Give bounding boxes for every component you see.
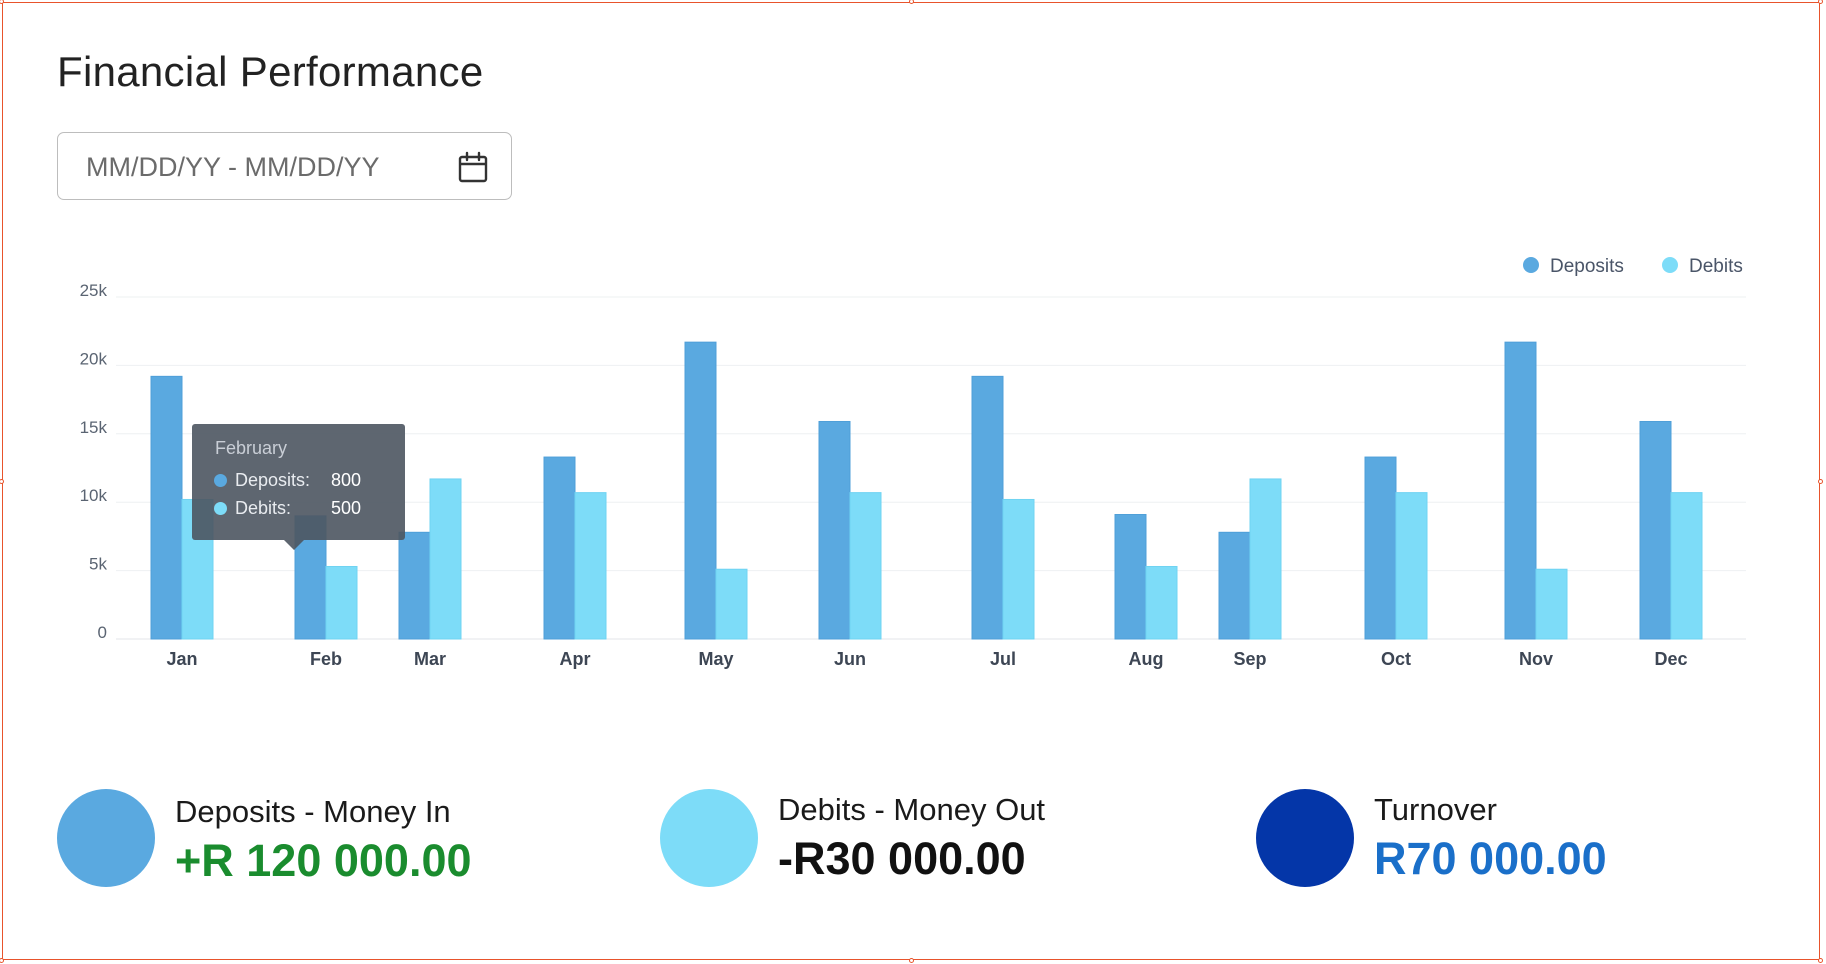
debits-bar-nov[interactable]: [1535, 568, 1568, 640]
deposits-bar-jan[interactable]: [150, 375, 183, 640]
deposits-circle-icon: [57, 789, 155, 887]
debits-circle-icon: [660, 789, 758, 887]
y-tick-label: 20k: [80, 349, 108, 368]
debits-bar-feb[interactable]: [325, 565, 358, 640]
tooltip-title: February: [215, 438, 288, 458]
legend-dot-icon[interactable]: [1662, 257, 1678, 273]
x-tick-label: Oct: [1381, 649, 1411, 669]
resize-handle-top-left[interactable]: [0, 0, 4, 4]
debits-bar-jun[interactable]: [849, 492, 882, 640]
resize-handle-bottom-left[interactable]: [0, 958, 4, 963]
chart-tooltip: February Deposits: 800 Debits: 500: [192, 424, 405, 550]
tooltip-value: 500: [331, 498, 362, 518]
y-tick-label: 5k: [89, 555, 107, 574]
x-tick-label: Feb: [310, 649, 342, 669]
x-tick-label: Dec: [1654, 649, 1687, 669]
deposits-bar-mar[interactable]: [398, 531, 431, 640]
tooltip-label: Deposits:: [235, 470, 311, 490]
deposits-bar-apr[interactable]: [543, 456, 576, 640]
debits-bar-sep[interactable]: [1249, 478, 1282, 640]
debits-bar-jul[interactable]: [1002, 498, 1035, 640]
x-tick-label: Nov: [1519, 649, 1553, 669]
legend-dot-icon[interactable]: [1523, 257, 1539, 273]
tooltip-label: Debits:: [235, 498, 292, 518]
resize-handle-right[interactable]: [1818, 479, 1823, 484]
summary-value: -R30 000.00: [778, 833, 1026, 884]
page-title: Financial Performance: [57, 48, 484, 95]
x-tick-label: Jul: [990, 649, 1016, 669]
x-tick-label: Apr: [560, 649, 591, 669]
deposits-bar-nov[interactable]: [1504, 341, 1537, 640]
summary-label: Deposits - Money In: [175, 794, 451, 829]
y-tick-label: 15k: [80, 418, 108, 437]
x-tick-label: Mar: [414, 649, 446, 669]
summary-value: R70 000.00: [1374, 833, 1607, 884]
deposits-bar-aug[interactable]: [1114, 514, 1147, 640]
date-range-field[interactable]: [57, 132, 512, 200]
tooltip-row-deposits: Deposits: 800: [214, 469, 361, 491]
legend-label[interactable]: Deposits: [1550, 256, 1624, 277]
tooltip-value: 800: [331, 470, 362, 490]
resize-handle-top[interactable]: [909, 0, 914, 4]
turnover-circle-icon: [1256, 789, 1354, 887]
debits-bar-apr[interactable]: [574, 492, 607, 640]
x-tick-label: May: [698, 649, 733, 669]
summary-value: +R 120 000.00: [175, 835, 472, 886]
date-range-input[interactable]: [84, 147, 428, 187]
y-tick-label: 10k: [80, 486, 108, 505]
deposits-bar-dec[interactable]: [1639, 420, 1672, 640]
deposits-bar-jul[interactable]: [971, 375, 1004, 640]
resize-handle-left[interactable]: [0, 479, 4, 484]
calendar-icon[interactable]: [455, 149, 491, 185]
y-tick-label: 0: [98, 623, 107, 642]
summary-label: Turnover: [1374, 792, 1497, 827]
x-tick-label: Jan: [166, 649, 197, 669]
debits-bar-dec[interactable]: [1670, 492, 1703, 640]
debits-bar-may[interactable]: [715, 568, 748, 640]
summary-label: Debits - Money Out: [778, 792, 1046, 827]
legend-label[interactable]: Debits: [1689, 256, 1743, 277]
debits-dot-icon: [214, 502, 227, 515]
resize-handle-bottom[interactable]: [909, 958, 914, 963]
deposits-bar-oct[interactable]: [1364, 456, 1397, 640]
debits-bar-aug[interactable]: [1145, 565, 1178, 640]
resize-handle-bottom-right[interactable]: [1818, 958, 1823, 963]
tooltip-row-debits: Debits: 500: [214, 497, 361, 519]
deposits-bar-sep[interactable]: [1218, 531, 1251, 640]
x-tick-label: Sep: [1233, 649, 1266, 669]
deposits-bar-jun[interactable]: [818, 420, 851, 640]
deposits-bar-may[interactable]: [684, 341, 717, 640]
y-tick-label: 25k: [80, 281, 108, 300]
debits-bar-mar[interactable]: [429, 478, 462, 640]
bar-chart: 0 5k 10k 15k 20k 25k Jan Feb Mar Apr May Jun Jul Aug S…: [80, 256, 1746, 669]
deposits-dot-icon: [214, 474, 227, 487]
debits-bar-oct[interactable]: [1395, 492, 1428, 640]
resize-handle-top-right[interactable]: [1818, 0, 1823, 4]
x-tick-label: Aug: [1129, 649, 1164, 669]
x-tick-label: Jun: [834, 649, 866, 669]
